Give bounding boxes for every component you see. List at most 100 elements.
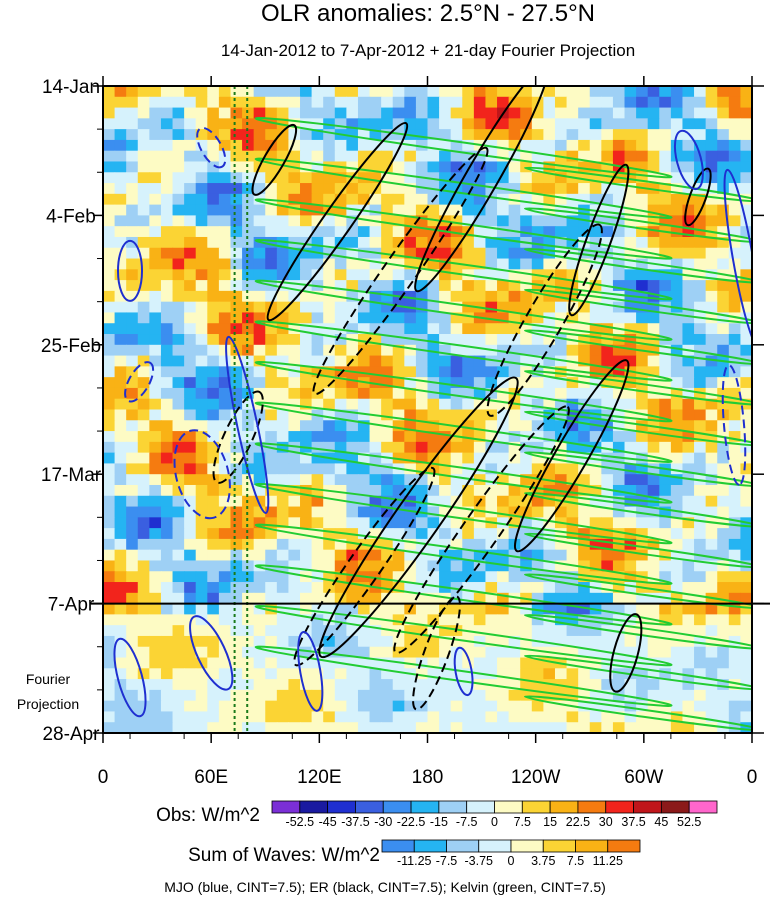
field-cell	[659, 139, 672, 152]
field-cell	[531, 139, 544, 152]
field-cell	[694, 689, 707, 702]
field-cell	[415, 452, 429, 465]
field-cell	[207, 668, 220, 680]
field-cell	[439, 312, 452, 324]
field-cell	[381, 323, 394, 335]
field-cell	[300, 226, 313, 238]
field-cell	[728, 625, 742, 637]
field-cell	[334, 387, 347, 400]
field-cell	[705, 334, 718, 346]
field-cell	[126, 387, 139, 400]
field-cell	[126, 215, 139, 227]
field-cell	[103, 646, 116, 659]
field-cell	[207, 344, 220, 357]
field-cell	[462, 668, 475, 680]
field-cell	[520, 215, 533, 227]
field-cell	[520, 495, 533, 508]
field-cell	[334, 301, 347, 314]
field-cell	[508, 96, 521, 109]
field-cell	[415, 474, 429, 486]
field-cell	[184, 247, 197, 260]
field-cell	[647, 474, 660, 486]
field-cell	[636, 431, 649, 443]
field-cell	[300, 635, 313, 648]
field-cell	[392, 129, 405, 141]
field-cell	[497, 657, 510, 669]
field-cell	[659, 571, 672, 583]
field-cell	[218, 258, 232, 270]
field-cell	[415, 193, 429, 206]
field-cell	[531, 129, 544, 141]
field-cell	[462, 592, 475, 605]
field-cell	[647, 355, 660, 367]
field-cell	[508, 129, 521, 141]
field-cell	[369, 506, 382, 518]
field-cell	[218, 463, 232, 475]
field-cell	[636, 528, 649, 540]
field-cell	[369, 258, 382, 270]
field-cell	[172, 301, 185, 314]
field-cell	[415, 312, 429, 324]
field-cell	[728, 236, 742, 249]
field-cell	[450, 614, 463, 626]
field-cell	[450, 657, 463, 669]
field-cell	[172, 334, 185, 346]
field-cell	[311, 592, 324, 605]
field-cell	[473, 538, 487, 551]
field-cell	[497, 161, 510, 173]
field-cell	[462, 657, 475, 669]
field-cell	[601, 204, 614, 216]
field-cell	[520, 614, 533, 626]
field-cell	[728, 86, 742, 98]
field-cell	[612, 592, 626, 605]
field-cell	[612, 226, 626, 238]
field-cell	[311, 549, 324, 562]
field-cell	[439, 236, 452, 249]
field-cell	[508, 668, 521, 680]
field-cell	[114, 226, 127, 238]
field-cell	[647, 657, 660, 669]
field-cell	[218, 635, 232, 648]
field-cell	[346, 312, 359, 324]
field-cell	[670, 193, 684, 206]
field-cell	[160, 431, 174, 443]
y-tick-label: 17-Mar	[41, 465, 102, 486]
field-cell	[612, 495, 626, 508]
field-cell	[288, 334, 301, 346]
field-cell	[520, 204, 533, 216]
field-cell	[300, 700, 313, 713]
field-cell	[195, 247, 208, 260]
field-cell	[589, 301, 602, 314]
field-cell	[705, 452, 718, 465]
field-cell	[160, 463, 174, 475]
field-cell	[508, 301, 521, 314]
field-cell	[473, 722, 487, 733]
field-cell	[172, 711, 185, 723]
field-cell	[624, 495, 637, 508]
field-cell	[149, 215, 162, 227]
kelvin-contour	[523, 207, 752, 244]
field-cell	[149, 614, 162, 626]
field-cell	[137, 463, 150, 475]
field-cell	[497, 118, 510, 130]
field-cell	[381, 215, 394, 227]
field-cell	[415, 495, 429, 508]
field-cell	[705, 258, 718, 270]
field-cell	[601, 603, 614, 615]
field-cell	[670, 420, 684, 432]
field-cell	[670, 204, 684, 216]
field-cell	[184, 226, 197, 238]
field-cell	[207, 495, 220, 508]
field-cell	[636, 398, 649, 411]
field-cell	[404, 722, 417, 733]
field-cell	[276, 495, 290, 508]
field-cell	[450, 215, 463, 227]
field-cell	[531, 161, 544, 173]
field-cell	[659, 107, 672, 119]
field-cell	[114, 150, 127, 163]
field-cell	[520, 226, 533, 238]
field-cell	[311, 441, 324, 454]
field-cell	[578, 635, 591, 648]
field-cell	[207, 625, 220, 637]
field-cell	[520, 441, 533, 454]
